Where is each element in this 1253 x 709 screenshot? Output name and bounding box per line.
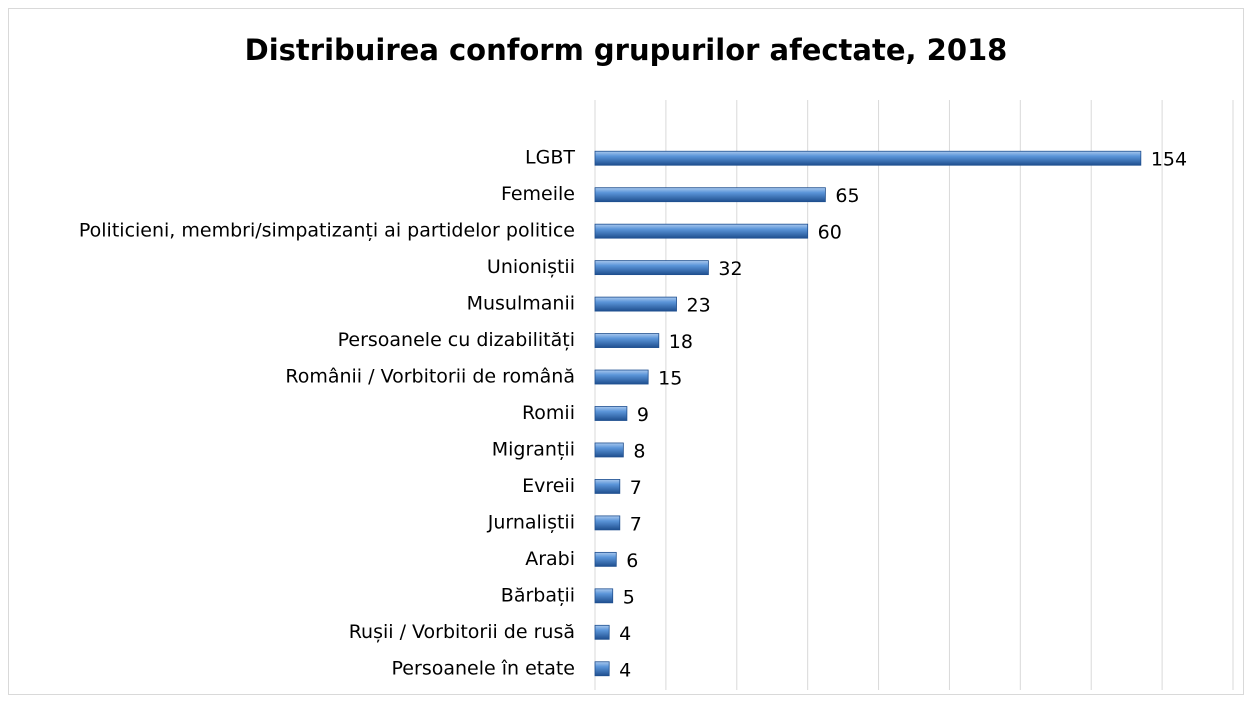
value-label: 5 [623, 586, 635, 608]
y-tick-label: Rușii / Vorbitorii de rusă [349, 621, 575, 643]
bar [594, 661, 610, 677]
y-tick-label: Bărbații [501, 584, 575, 606]
value-label: 6 [626, 550, 638, 572]
bar [594, 260, 709, 276]
value-label: 32 [718, 258, 742, 280]
value-label: 7 [630, 513, 642, 535]
y-tick-label: LGBT [525, 147, 575, 169]
y-tick-label: Migranții [492, 438, 575, 460]
value-label: 9 [637, 404, 649, 426]
y-tick-label: Unioniștii [487, 256, 575, 278]
bar [594, 551, 617, 567]
value-label: 7 [630, 477, 642, 499]
y-tick-label: Românii / Vorbitorii de română [285, 366, 575, 388]
bar [594, 150, 1142, 166]
value-label: 154 [1151, 149, 1187, 171]
value-label: 8 [633, 440, 645, 462]
bar [594, 442, 624, 458]
value-label: 18 [669, 331, 693, 353]
bar [594, 223, 809, 239]
bar [594, 369, 649, 385]
value-label: 15 [658, 368, 682, 390]
value-label: 4 [619, 659, 631, 681]
y-tick-label: Romii [522, 402, 575, 424]
bar [594, 187, 826, 203]
value-label: 65 [835, 185, 859, 207]
y-tick-label: Persoanele cu dizabilități [338, 329, 575, 351]
bar [594, 296, 677, 312]
y-tick-label: Jurnaliștii [487, 511, 575, 533]
bar [594, 479, 621, 494]
y-tick-label: Persoanele în etate [392, 657, 575, 679]
y-tick-label: Femeile [501, 183, 575, 205]
y-tick-label: Musulmanii [467, 293, 575, 315]
bar [594, 333, 660, 348]
y-tick-label: Arabi [525, 548, 575, 570]
chart-border [8, 8, 1244, 695]
bar [594, 624, 610, 640]
y-tick-label: Evreii [522, 475, 575, 497]
y-tick-label: Politicieni, membri/simpatizanți ai part… [79, 220, 575, 242]
bar [594, 515, 621, 531]
bar [594, 588, 614, 604]
chart-title: Distribuirea conform grupurilor afectate… [245, 33, 1008, 67]
value-label: 4 [619, 623, 631, 645]
bar [594, 406, 628, 421]
value-label: 60 [818, 222, 842, 244]
value-label: 23 [687, 295, 711, 317]
